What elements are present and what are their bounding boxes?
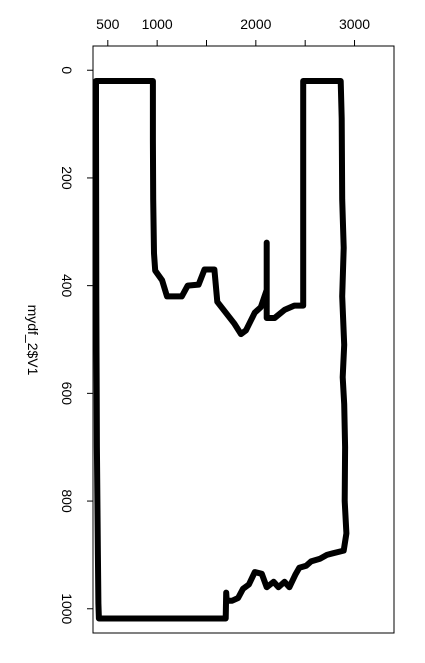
x-axis: 500 1000 2000 3000 [96, 16, 370, 46]
y-axis-title: mydf_2$V1 [25, 305, 41, 376]
x-tick-label-500: 500 [96, 16, 120, 32]
y-tick-label-800: 800 [59, 489, 75, 513]
x-tick-label-1000: 1000 [142, 16, 173, 32]
y-tick-label-1000: 1000 [59, 593, 75, 624]
y-tick-label-200: 200 [59, 166, 75, 190]
series-layer [93, 78, 350, 622]
series-line-0 [93, 78, 350, 622]
plot-border [92, 45, 395, 634]
y-tick-label-400: 400 [59, 274, 75, 298]
x-tick-label-2000: 2000 [240, 16, 271, 32]
y-tick-label-600: 600 [59, 382, 75, 406]
x-tick-label-3000: 3000 [339, 16, 370, 32]
y-tick-label-0: 0 [59, 66, 75, 74]
y-axis: 0 200 400 600 800 1000 [59, 66, 93, 625]
